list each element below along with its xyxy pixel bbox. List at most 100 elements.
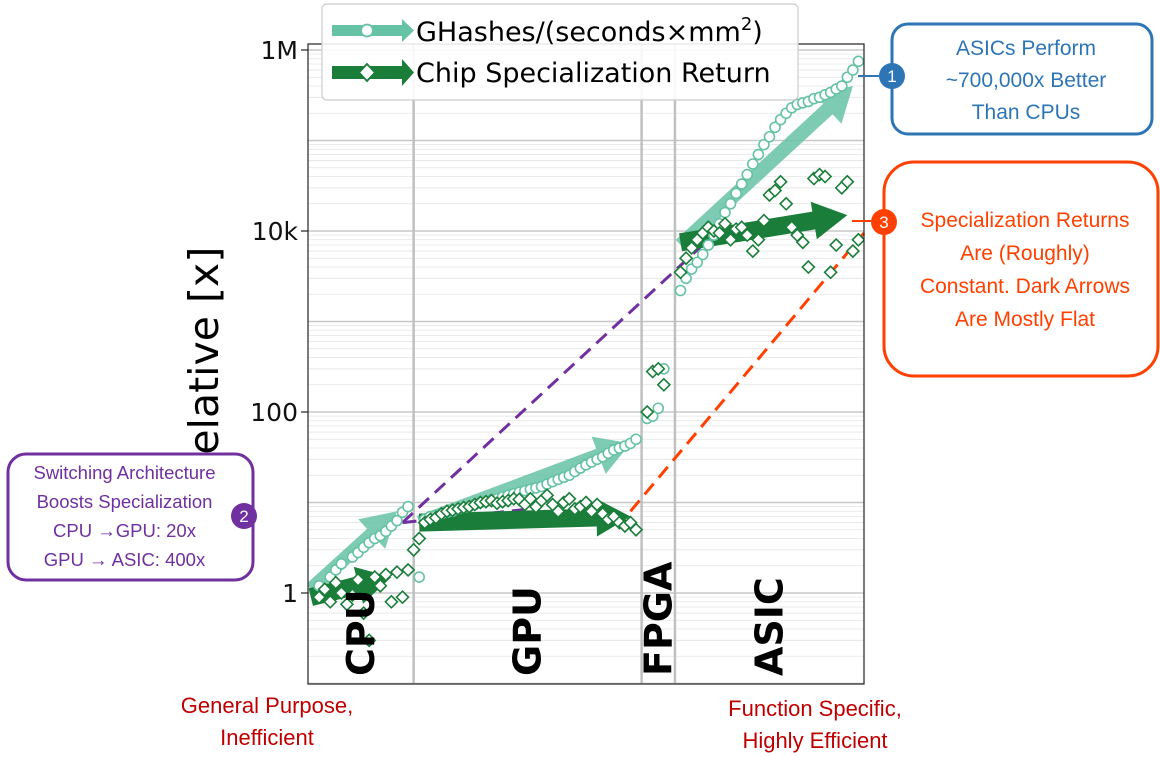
point-specialization bbox=[740, 228, 755, 243]
callout-box bbox=[882, 160, 1160, 378]
point-specialization bbox=[851, 232, 864, 247]
legend-label-specialization: Chip Specialization Return bbox=[416, 58, 771, 89]
point-specialization bbox=[801, 259, 816, 275]
callout-1: ASICs Perform ~700,000x Better Than CPUs 1 bbox=[879, 22, 1154, 136]
point-specialization bbox=[784, 220, 799, 235]
point-ghashes bbox=[724, 197, 737, 210]
point-specialization bbox=[339, 597, 355, 612]
callouts: ASICs Perform ~700,000x Better Than CPUs 1 S… bbox=[6, 22, 1160, 582]
point-ghashes bbox=[652, 402, 665, 415]
callout-number-badge bbox=[879, 63, 905, 89]
point-specialization bbox=[367, 569, 382, 585]
point-specialization bbox=[840, 174, 855, 189]
point-specialization bbox=[745, 243, 760, 259]
y-tick-label: 100 bbox=[250, 398, 298, 427]
point-ghashes bbox=[835, 80, 848, 92]
point-specialization bbox=[656, 377, 671, 392]
region-label-cpu: CPU bbox=[339, 589, 383, 676]
legend-marker-diamond bbox=[357, 62, 377, 83]
point-specialization bbox=[311, 590, 327, 605]
trend-arrow bbox=[675, 86, 853, 251]
legend-marker-circle bbox=[360, 23, 374, 38]
point-specialization bbox=[767, 183, 783, 198]
point-ghashes bbox=[402, 500, 414, 513]
point-ghashes bbox=[630, 433, 642, 446]
point-specialization bbox=[400, 562, 416, 578]
footer-notes: General Purpose, Inefficient Function Spec… bbox=[181, 693, 902, 753]
point-specialization bbox=[562, 491, 577, 506]
data-points bbox=[311, 55, 864, 648]
region-label-gpu: GPU bbox=[506, 586, 550, 676]
point-ghashes bbox=[735, 178, 748, 190]
point-specialization bbox=[323, 594, 338, 609]
callout-number: 1 bbox=[887, 67, 896, 86]
point-specialization bbox=[350, 572, 366, 587]
point-ghashes bbox=[852, 55, 864, 68]
region-label-asic: ASIC bbox=[747, 577, 791, 676]
point-specialization bbox=[817, 169, 833, 184]
point-specialization bbox=[551, 504, 566, 519]
point-specialization bbox=[384, 594, 399, 609]
y-tick-label: 1M bbox=[261, 36, 298, 65]
point-ghashes bbox=[730, 187, 742, 200]
point-specialization bbox=[412, 531, 427, 546]
point-specialization bbox=[317, 582, 332, 597]
callout-text-line: Switching Architecture bbox=[33, 462, 215, 483]
point-specialization bbox=[723, 232, 738, 247]
point-specialization bbox=[356, 605, 371, 621]
point-specialization bbox=[395, 590, 410, 605]
callout-text-line: Are (Roughly) bbox=[960, 242, 1090, 265]
dashed-guide-line bbox=[401, 238, 710, 524]
point-specialization bbox=[362, 633, 377, 648]
point-specialization bbox=[640, 404, 655, 420]
dashed-guide-line bbox=[629, 232, 866, 513]
point-specialization bbox=[328, 575, 343, 590]
point-specialization bbox=[539, 488, 555, 503]
legend-arrowhead bbox=[402, 19, 414, 42]
point-ghashes bbox=[391, 514, 403, 527]
point-specialization bbox=[389, 565, 405, 580]
point-specialization bbox=[345, 587, 360, 603]
callout-text-line: Are Mostly Flat bbox=[955, 308, 1095, 331]
point-specialization bbox=[334, 585, 349, 601]
point-specialization bbox=[773, 174, 788, 189]
point-specialization bbox=[378, 567, 393, 582]
y-tick-label: 1 bbox=[282, 579, 298, 608]
point-ghashes bbox=[746, 158, 759, 170]
point-specialization bbox=[589, 497, 605, 512]
point-ghashes bbox=[674, 284, 687, 297]
callout-text-line: Specialization Returns bbox=[921, 209, 1130, 232]
footer-right-line: Highly Efficient bbox=[742, 728, 887, 753]
callout-number-badge bbox=[871, 209, 897, 235]
point-specialization bbox=[795, 235, 810, 250]
region-label-fpga: FPGA bbox=[636, 561, 680, 676]
callout-text-line: Constant. Dark Arrows bbox=[920, 275, 1130, 298]
callout-text-line: Boosts Specialization bbox=[37, 491, 213, 512]
point-ghashes bbox=[847, 64, 859, 76]
point-specialization bbox=[628, 522, 644, 537]
point-ghashes bbox=[696, 248, 709, 261]
point-specialization bbox=[523, 491, 538, 506]
callout-text-line: ~700,000x Better bbox=[946, 69, 1107, 92]
point-specialization bbox=[829, 237, 844, 253]
region-labels: CPU GPU FPGA ASIC bbox=[339, 561, 792, 676]
callout-text-line: ASICs Perform bbox=[956, 37, 1096, 60]
point-ghashes bbox=[758, 138, 770, 151]
callout-number-badge bbox=[231, 503, 257, 529]
point-ghashes bbox=[769, 121, 781, 134]
point-ghashes bbox=[752, 148, 765, 161]
callout-text-line: GPU → ASIC: 400x bbox=[44, 549, 206, 570]
point-specialization bbox=[845, 243, 861, 259]
callout-text-line: CPU →GPU: 20x bbox=[53, 520, 197, 541]
legend: GHashes/(seconds×mm2) Chip Specialization… bbox=[321, 3, 799, 101]
point-ghashes bbox=[691, 256, 704, 269]
point-ghashes bbox=[763, 130, 776, 143]
point-specialization bbox=[678, 251, 694, 266]
point-specialization bbox=[406, 542, 421, 557]
legend-arrowhead bbox=[402, 59, 414, 86]
point-specialization bbox=[712, 225, 727, 241]
point-specialization bbox=[373, 578, 388, 593]
callout-number: 2 bbox=[239, 507, 248, 526]
point-ghashes bbox=[335, 558, 348, 570]
